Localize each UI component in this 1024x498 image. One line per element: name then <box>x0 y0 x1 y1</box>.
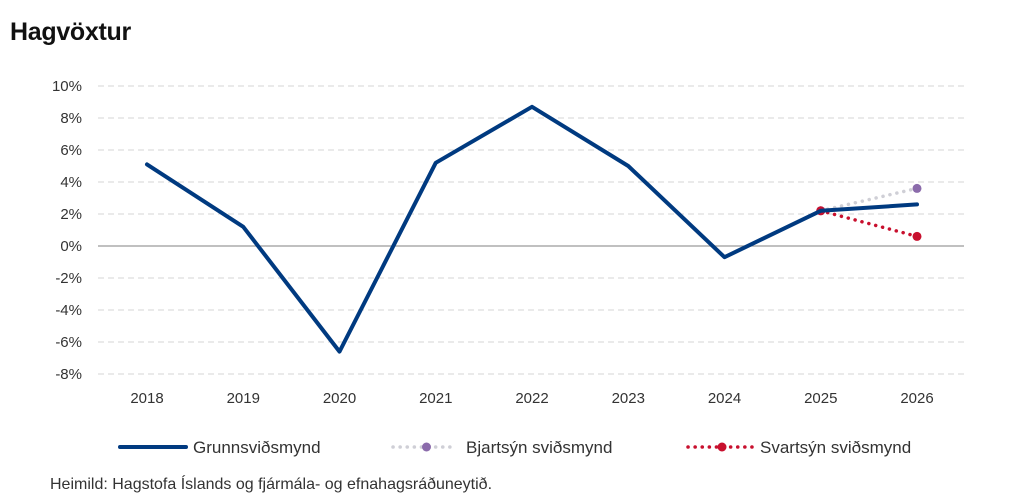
y-tick-label: -8% <box>55 366 82 383</box>
chart-title: Hagvöxtur <box>10 18 131 46</box>
series-line-svartsyn <box>819 209 919 239</box>
y-tick-label: -4% <box>55 302 82 319</box>
series-line-bjartsyn <box>819 186 919 213</box>
y-tick-label: 0% <box>60 238 82 255</box>
y-tick-label: -2% <box>55 270 82 287</box>
legend-item: Grunnsviðsmynd <box>118 438 321 457</box>
series-point <box>912 231 922 241</box>
grid-lines <box>98 85 964 375</box>
y-tick-label: 2% <box>60 206 82 223</box>
x-axis-labels: 2018 2019 2020 2021 2022 2023 2024 2025 2026 <box>130 390 933 407</box>
y-axis-labels: 10% 8% 6% 4% 2% 0% -2% -4% -6% -8% <box>52 78 82 383</box>
legend-label: Bjartsýn sviðsmynd <box>466 438 612 457</box>
x-tick-label: 2024 <box>708 390 741 407</box>
legend-item: Bjartsýn sviðsmynd <box>391 438 612 457</box>
series-line-grunnsvidsmynd <box>145 104 919 354</box>
y-tick-label: 6% <box>60 142 82 159</box>
x-tick-label: 2021 <box>419 390 452 407</box>
y-tick-label: 10% <box>52 78 82 95</box>
source-note: Heimild: Hagstofa Íslands og fjármála- o… <box>50 476 493 493</box>
legend: Grunnsviðsmynd Bjartsýn sviðsmynd Svartsýn… <box>118 438 911 457</box>
legend-label: Grunnsviðsmynd <box>193 438 321 457</box>
x-tick-label: 2018 <box>130 390 163 407</box>
x-tick-label: 2023 <box>612 390 645 407</box>
x-tick-label: 2022 <box>515 390 548 407</box>
legend-label: Svartsýn sviðsmynd <box>760 438 911 457</box>
x-tick-label: 2025 <box>804 390 837 407</box>
legend-marker <box>717 442 727 452</box>
legend-item: Svartsýn sviðsmynd <box>686 438 911 457</box>
series-lines <box>145 104 922 354</box>
y-tick-label: 8% <box>60 110 82 127</box>
line-chart: 10%8%6%4%2%0%-2%-4%-6%-8% 2018 2019 2020 20… <box>52 78 964 457</box>
x-tick-label: 2019 <box>227 390 260 407</box>
y-tick-label: -6% <box>55 334 82 351</box>
x-tick-label: 2026 <box>900 390 933 407</box>
series-point <box>912 183 922 193</box>
legend-marker <box>422 442 431 452</box>
y-tick-label: 4% <box>60 174 82 191</box>
x-tick-label: 2020 <box>323 390 356 407</box>
